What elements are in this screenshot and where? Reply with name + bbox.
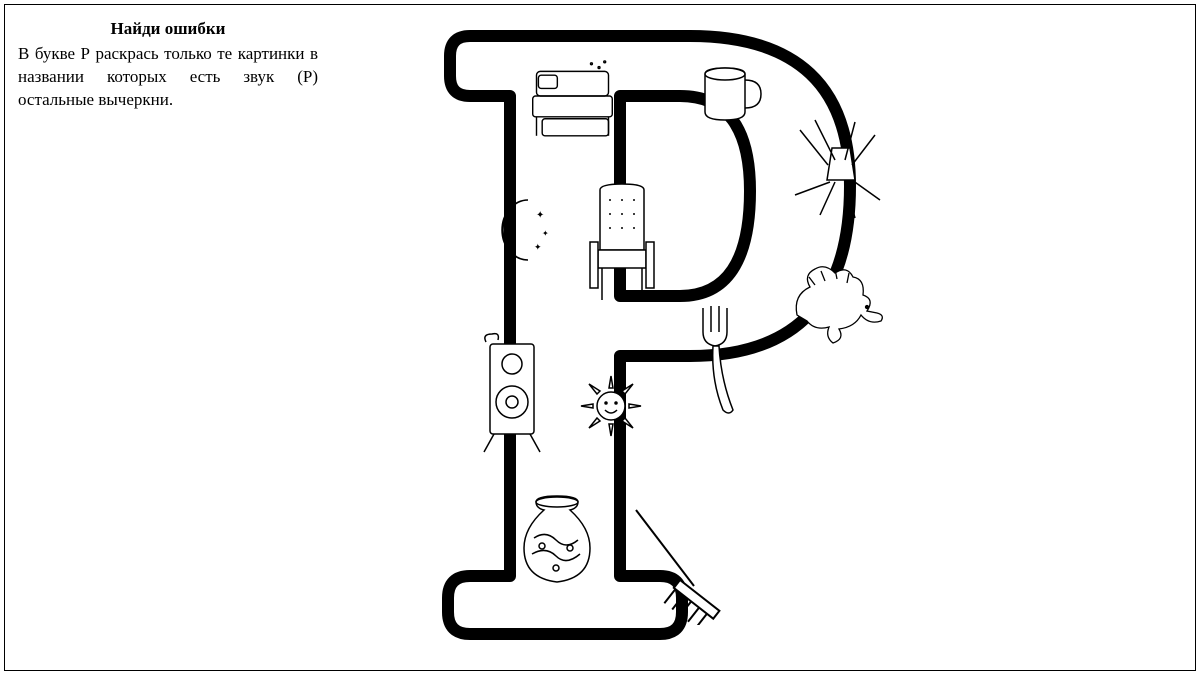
- instruction-block: Найди ошибки В букве Р раскрась только т…: [18, 18, 318, 112]
- fork-icon: [685, 300, 755, 420]
- moon-icon: ✦✦✦: [488, 190, 558, 270]
- cup-icon: [695, 60, 765, 130]
- dragon-icon: [785, 255, 890, 350]
- svg-text:✦: ✦: [536, 210, 544, 221]
- throne-icon: [580, 180, 665, 310]
- pencils-icon: [780, 110, 890, 230]
- svg-text:✦: ✦: [534, 242, 542, 252]
- speaker-icon: [472, 330, 552, 460]
- sun-icon: [575, 370, 647, 442]
- worksheet-page: Найди ошибки В букве Р раскрась только т…: [0, 0, 1200, 675]
- bed-icon: [525, 60, 620, 150]
- rake-icon: [622, 500, 737, 625]
- instruction-title: Найди ошибки: [18, 18, 318, 41]
- svg-text:✦: ✦: [542, 229, 549, 238]
- vase-icon: [512, 490, 602, 590]
- instruction-body: В букве Р раскрась только те картинки в …: [18, 43, 318, 112]
